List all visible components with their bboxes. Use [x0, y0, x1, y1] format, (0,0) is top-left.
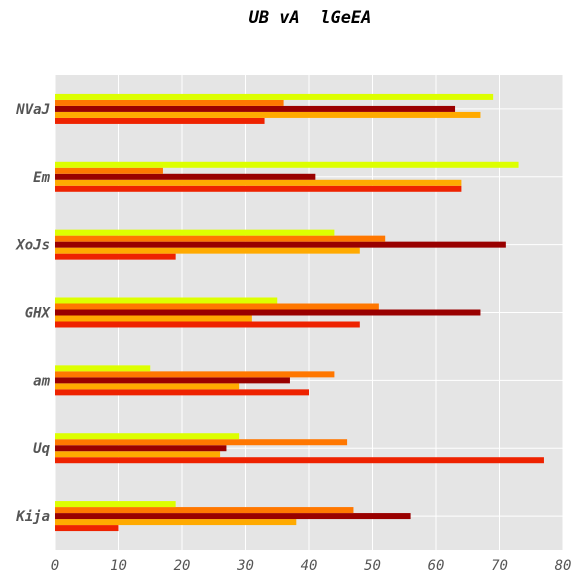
x-tick-label: 0: [51, 558, 59, 574]
bar: [55, 303, 379, 310]
y-tick-label: XoJs: [15, 238, 50, 254]
bar: [55, 235, 386, 242]
bar: [55, 451, 221, 458]
y-tick-label: am: [33, 373, 50, 389]
y-tick-label: NVaJ: [15, 102, 50, 118]
bar: [55, 111, 481, 118]
bar: [55, 445, 227, 452]
bar: [55, 519, 297, 526]
x-tick-label: 40: [301, 558, 318, 574]
bar: [55, 297, 278, 304]
x-tick-labels: 0 10 20 30 40 50 60 70 80: [51, 558, 572, 574]
bars: [55, 93, 544, 532]
bar: [55, 457, 544, 464]
bar: [55, 309, 481, 316]
bar: [55, 173, 316, 180]
bar: [55, 389, 309, 396]
bar: [55, 167, 163, 174]
x-tick-label: 80: [555, 558, 572, 574]
bar: [55, 433, 240, 440]
y-tick-label: Em: [33, 170, 50, 186]
bar: [55, 117, 265, 124]
chart-title: UB vA lGeEA: [249, 8, 372, 28]
bar: [55, 365, 151, 372]
bar: [55, 185, 462, 192]
bar: [55, 377, 290, 384]
bar: [55, 93, 494, 100]
x-tick-label: 70: [491, 558, 508, 574]
bar: [55, 229, 335, 236]
y-tick-label: GHX: [25, 306, 52, 322]
bar: [55, 179, 462, 186]
x-tick-label: 10: [110, 558, 127, 574]
y-tick-labels: Kija Uq am GHX XoJs Em NVaJ: [15, 102, 51, 525]
bar: [55, 439, 348, 446]
bar: [55, 241, 506, 248]
y-tick-label: Uq: [33, 441, 50, 457]
bar: [55, 371, 335, 378]
bar: [55, 501, 176, 508]
x-tick-label: 20: [174, 558, 191, 574]
bar: [55, 321, 360, 328]
x-tick-label: 60: [428, 558, 445, 574]
bar: [55, 253, 176, 260]
bar: [55, 247, 360, 254]
bar: [55, 315, 252, 322]
y-tick-label: Kija: [15, 509, 50, 525]
bar: [55, 383, 240, 390]
x-tick-label: 30: [236, 558, 254, 574]
bar: [55, 161, 519, 168]
bar: [55, 99, 284, 106]
bar: [55, 105, 456, 112]
bar: [55, 507, 354, 514]
x-tick-label: 50: [364, 558, 381, 574]
bar: [55, 525, 119, 532]
bar: [55, 513, 411, 520]
